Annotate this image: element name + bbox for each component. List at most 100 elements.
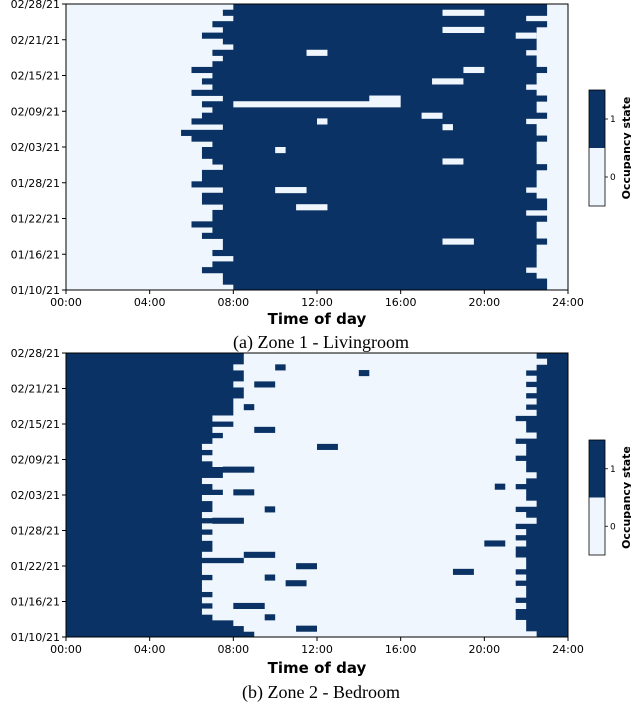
- occupied-interval: [212, 72, 537, 79]
- vacant-interval: [243, 557, 527, 564]
- x-tick-label: 00:00: [50, 643, 82, 656]
- x-axis: 00:00 04:00 08:00 12:00 16:00 20:00 24:00: [50, 290, 584, 309]
- y-tick-label: 01/28/21: [11, 525, 60, 538]
- occupied-interval: [212, 249, 537, 257]
- vacant-break: [442, 238, 474, 245]
- occupied-blip: [243, 404, 255, 411]
- occupied-blip: [264, 614, 276, 621]
- occupied-interval: [222, 278, 548, 285]
- heatmap-panel-livingroom: 01/10/21 01/16/21 01/22/21 01/28/21 02/03/21…: [11, 0, 631, 353]
- vacant-interval: [212, 449, 527, 456]
- heatmap-cells: [66, 353, 568, 638]
- y-tick-label: 02/21/21: [11, 34, 60, 47]
- occupied-blip: [296, 625, 317, 632]
- occupied-blip: [358, 370, 370, 377]
- y-tick-label: 02/15/21: [11, 70, 60, 83]
- vacant-interval: [212, 540, 527, 547]
- vacant-break: [275, 147, 286, 154]
- vacant-interval: [212, 438, 516, 445]
- vacant-interval: [243, 466, 527, 473]
- x-tick-label: 24:00: [552, 296, 584, 309]
- x-tick-label: 04:00: [134, 296, 166, 309]
- heatmap-cells: [66, 4, 568, 291]
- vacant-interval: [201, 608, 516, 615]
- vacant-interval: [201, 563, 527, 570]
- occupied-interval: [201, 152, 537, 159]
- vacant-interval: [222, 472, 537, 479]
- y-tick-label: 01/10/21: [11, 284, 60, 297]
- vacant-interval: [243, 625, 527, 632]
- occupied-interval: [191, 135, 548, 142]
- colorbar: 0 1 Occupancy state: [588, 89, 631, 207]
- vacant-interval: [233, 409, 537, 416]
- colorbar-segment-occupied: [589, 90, 605, 148]
- occupied-interval: [222, 204, 548, 211]
- vacant-interval: [233, 398, 537, 405]
- y-tick-label: 02/21/21: [11, 383, 60, 396]
- vacant-interval: [201, 523, 516, 530]
- occupied-interval: [212, 209, 527, 217]
- occupied-interval: [233, 284, 548, 291]
- x-tick-label: 04:00: [134, 643, 166, 656]
- vacant-break: [515, 32, 537, 39]
- vacant-interval: [212, 483, 516, 490]
- occupied-interval: [222, 38, 537, 45]
- x-axis-label: Time of day: [268, 659, 367, 677]
- occupied-interval: [222, 272, 537, 279]
- y-tick-label: 01/10/21: [11, 631, 60, 644]
- colorbar: 0 1 Occupancy state: [588, 439, 631, 556]
- x-axis: 00:00 04:00 08:00 12:00 16:00 20:00 24:00: [50, 637, 584, 656]
- vacant-interval: [233, 364, 537, 371]
- occupied-blip: [317, 443, 338, 450]
- occupied-interval: [181, 129, 537, 136]
- vacant-break: [296, 204, 328, 211]
- occupied-blip: [285, 580, 307, 587]
- x-tick-label: 16:00: [385, 296, 417, 309]
- vacant-break: [442, 26, 485, 33]
- x-tick-label: 08:00: [217, 643, 249, 656]
- colorbar-tick-label: 0: [610, 522, 616, 532]
- colorbar-tick-label: 1: [610, 115, 616, 125]
- vacant-interval: [243, 387, 537, 394]
- vacant-break: [442, 124, 453, 131]
- vacant-interval: [233, 381, 527, 388]
- x-tick-label: 20:00: [468, 296, 500, 309]
- occupied-interval: [191, 118, 527, 125]
- vacant-interval: [212, 546, 516, 553]
- occupied-interval: [233, 44, 537, 51]
- y-tick-label: 01/22/21: [11, 213, 60, 226]
- panel-caption: (b) Zone 2 - Bedroom: [242, 682, 400, 703]
- vacant-interval: [212, 506, 516, 513]
- x-tick-label: 16:00: [385, 643, 417, 656]
- vacant-interval: [212, 500, 537, 507]
- occupied-blip: [296, 563, 317, 570]
- occupied-interval: [222, 238, 548, 245]
- occupied-interval: [222, 244, 537, 251]
- colorbar-tick-label: 1: [610, 465, 616, 475]
- occupied-interval: [201, 147, 537, 154]
- colorbar-frame: [588, 439, 606, 556]
- x-tick-label: 00:00: [50, 296, 82, 309]
- occupied-blip: [243, 551, 276, 558]
- occupied-blip: [484, 540, 506, 547]
- occupied-interval: [222, 26, 537, 33]
- vacant-interval: [201, 580, 516, 587]
- colorbar-segment-vacant: [589, 497, 605, 555]
- vacant-interval: [233, 421, 527, 428]
- vacant-break: [442, 9, 485, 16]
- occupied-blip: [452, 568, 474, 575]
- vacant-interval: [212, 529, 527, 536]
- vacant-interval: [201, 495, 527, 502]
- occupied-interval: [201, 232, 537, 239]
- occupied-blip: [222, 466, 255, 473]
- colorbar-label: Occupancy state: [620, 446, 631, 549]
- occupied-interval: [222, 55, 537, 62]
- vacant-break: [463, 66, 485, 74]
- vacant-interval: [212, 415, 516, 422]
- y-tick-label: 02/15/21: [11, 418, 60, 431]
- occupied-interval: [212, 84, 527, 91]
- y-tick-label: 02/09/21: [11, 454, 60, 467]
- vacant-interval: [201, 568, 516, 575]
- y-tick-label: 02/03/21: [11, 141, 60, 154]
- y-tick-label: 02/09/21: [11, 105, 60, 118]
